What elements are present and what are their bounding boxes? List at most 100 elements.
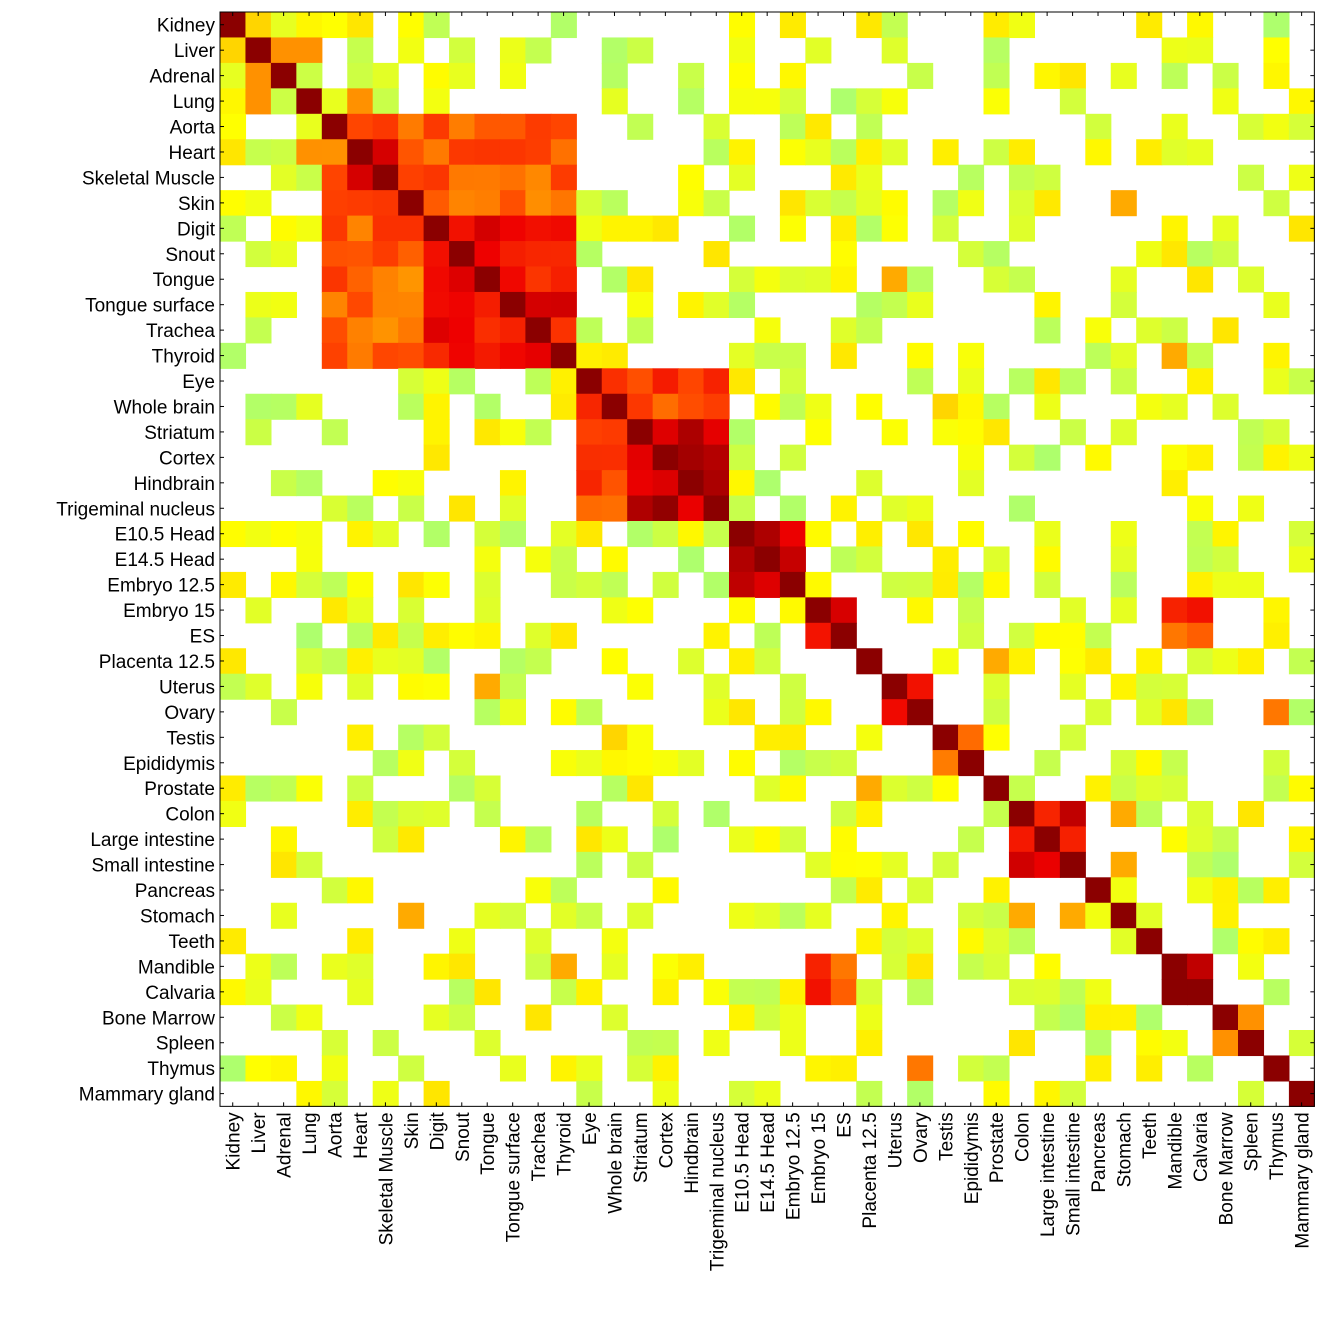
heatmap-cell	[398, 597, 425, 624]
heatmap-cell	[983, 241, 1010, 268]
heatmap-cell	[245, 393, 272, 420]
heatmap-cell	[652, 444, 679, 471]
heatmap-cell	[525, 291, 552, 318]
heatmap-cell	[499, 266, 526, 293]
heatmap-cell	[1187, 546, 1214, 573]
heatmap-cell	[983, 724, 1010, 751]
heatmap-cell	[1212, 62, 1239, 89]
heatmap-cell	[1212, 317, 1239, 344]
heatmap-cell	[754, 826, 781, 853]
heatmap-cell	[347, 775, 374, 802]
heatmap-cell	[856, 113, 883, 140]
heatmap-cell	[423, 622, 450, 649]
x-tick-label: Large intestine	[1038, 1112, 1059, 1237]
heatmap-cell	[1187, 826, 1214, 853]
heatmap-cell	[372, 317, 399, 344]
heatmap-cell	[1136, 1004, 1163, 1031]
heatmap-cell	[805, 393, 832, 420]
heatmap-cell	[398, 266, 425, 293]
heatmap-cell	[627, 470, 654, 497]
heatmap-cell	[958, 622, 985, 649]
heatmap-cell	[321, 317, 348, 344]
heatmap-cell	[1263, 444, 1290, 471]
heatmap-cell	[1136, 1055, 1163, 1082]
heatmap-cell	[550, 571, 577, 598]
heatmap-cell	[1136, 139, 1163, 166]
y-tick-label: Kidney	[157, 16, 216, 37]
heatmap-cell	[347, 877, 374, 904]
heatmap-cell	[754, 88, 781, 115]
heatmap-cell	[398, 393, 425, 420]
heatmap-cell	[1110, 800, 1137, 827]
heatmap-cell	[779, 62, 806, 89]
heatmap-cell	[958, 241, 985, 268]
heatmap-cell	[652, 215, 679, 242]
heatmap-cell	[983, 800, 1010, 827]
heatmap-cell	[550, 750, 577, 777]
heatmap-cell	[805, 190, 832, 217]
heatmap-cell	[499, 495, 526, 522]
heatmap-cell	[321, 419, 348, 446]
heatmap-cell	[525, 215, 552, 242]
x-tick-label: Skeletal Muscle	[376, 1112, 397, 1245]
heatmap-cell	[1238, 928, 1265, 955]
heatmap-cell	[1085, 113, 1112, 140]
heatmap-cell	[958, 724, 985, 751]
heatmap-cell	[1212, 902, 1239, 929]
heatmap-cell	[372, 521, 399, 548]
heatmap-cell	[983, 699, 1010, 726]
heatmap-cell	[220, 648, 247, 675]
heatmap-cell	[1187, 444, 1214, 471]
heatmap-cell	[1034, 393, 1061, 420]
heatmap-cell	[499, 699, 526, 726]
x-tick-label: Prostate	[987, 1112, 1008, 1183]
heatmap-cell	[449, 215, 476, 242]
heatmap-cell	[347, 317, 374, 344]
heatmap-cell	[347, 571, 374, 598]
heatmap-cell	[449, 62, 476, 89]
heatmap-cell	[321, 1030, 348, 1057]
heatmap-cell	[958, 164, 985, 191]
heatmap-cell	[525, 419, 552, 446]
heatmap-cell	[1161, 470, 1188, 497]
heatmap-cell	[220, 12, 247, 39]
heatmap-cell	[627, 724, 654, 751]
heatmap-cell	[372, 190, 399, 217]
heatmap-cell	[805, 750, 832, 777]
y-tick-label: Tongue	[153, 270, 215, 291]
heatmap-cell	[958, 902, 985, 929]
heatmap-cell	[729, 495, 756, 522]
heatmap-cell	[1212, 648, 1239, 675]
heatmap-cell	[1263, 699, 1290, 726]
heatmap-cell	[398, 571, 425, 598]
heatmap-cell	[525, 113, 552, 140]
heatmap-cell	[830, 953, 857, 980]
heatmap-cell	[576, 342, 603, 369]
heatmap-cell	[347, 521, 374, 548]
heatmap-cell	[321, 241, 348, 268]
heatmap-cell	[703, 673, 730, 700]
heatmap-cell	[347, 291, 374, 318]
heatmap-cell	[270, 1055, 297, 1082]
heatmap-cell	[449, 113, 476, 140]
heatmap-cell	[627, 266, 654, 293]
heatmap-cell	[907, 673, 934, 700]
heatmap-cell	[703, 368, 730, 395]
heatmap-cell	[601, 444, 628, 471]
heatmap-cell	[423, 12, 450, 39]
x-tick-label: Adrenal	[275, 1112, 296, 1178]
heatmap-cell	[881, 953, 908, 980]
heatmap-cell	[1161, 62, 1188, 89]
heatmap-cell	[423, 164, 450, 191]
heatmap-cell	[245, 979, 272, 1006]
heatmap-cell	[576, 979, 603, 1006]
heatmap-cell	[321, 139, 348, 166]
heatmap-cell	[398, 215, 425, 242]
heatmap-cell	[372, 750, 399, 777]
heatmap-cell	[678, 190, 705, 217]
heatmap-cell	[245, 88, 272, 115]
heatmap-cell	[856, 546, 883, 573]
heatmap-cell	[1008, 622, 1035, 649]
heatmap-cell	[1008, 902, 1035, 929]
y-tick-label: Eye	[182, 372, 215, 393]
